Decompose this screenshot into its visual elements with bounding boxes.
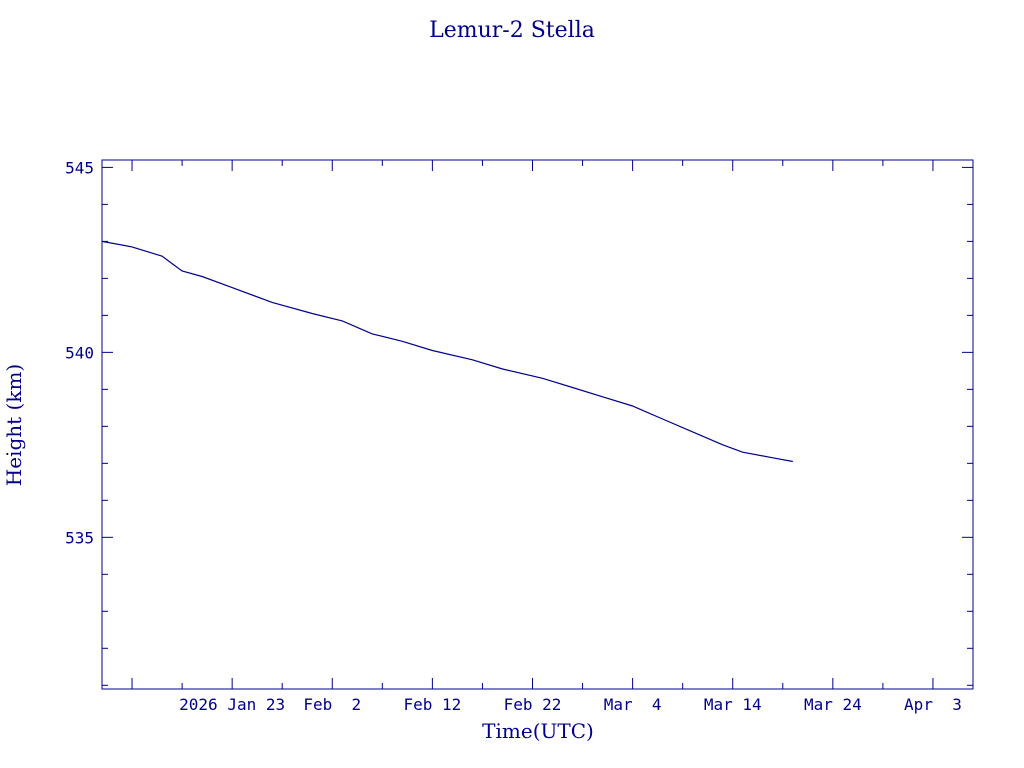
x-tick-label: Mar 24 [804, 695, 862, 714]
plot-frame [101, 159, 974, 690]
series-layer [101, 240, 793, 463]
x-tick-label: Mar 4 [604, 695, 662, 714]
y-tick-label: 540 [65, 343, 94, 362]
x-axis-ticks: 2026 Jan 23 Feb 2 Feb 12 Feb 22 Mar 4 Mar 14 M… [131, 160, 962, 714]
x-tick-label: Feb 2 [303, 695, 361, 714]
x-tick-label: Feb 22 [504, 695, 562, 714]
x-tick-label: Feb 12 [403, 695, 461, 714]
x-axis-label: Time(UTC) [482, 719, 594, 743]
y-axis-label: Height (km) [2, 364, 26, 486]
height-series-line [101, 240, 793, 463]
y-tick-label: 535 [65, 528, 94, 547]
y-axis-ticks: 535 540 545 [65, 158, 973, 686]
x-tick-label: 2026 Jan 23 [179, 695, 285, 714]
chart-title: Lemur-2 Stella [429, 18, 595, 43]
x-tick-label: Apr 3 [904, 695, 962, 714]
y-tick-label: 545 [65, 158, 94, 177]
x-tick-label: Mar 14 [704, 695, 762, 714]
